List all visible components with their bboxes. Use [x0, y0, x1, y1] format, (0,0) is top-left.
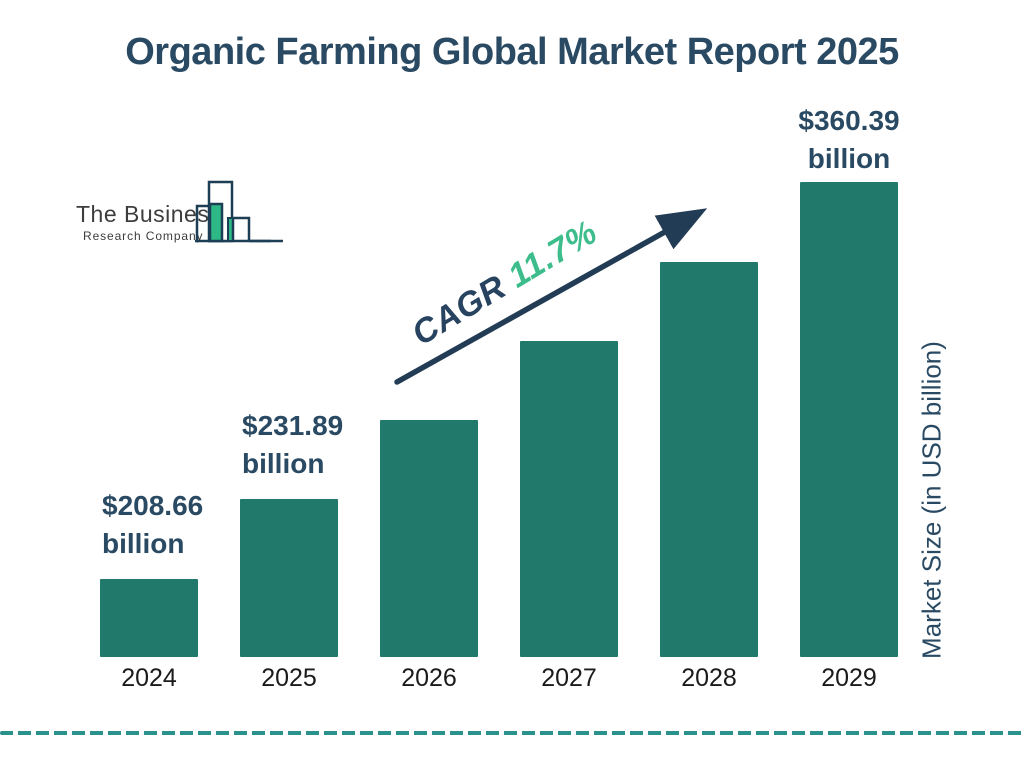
- x-axis-label-2024: 2024: [121, 664, 177, 692]
- bar-value-label-line: billion: [102, 528, 185, 559]
- x-axis-label-2025: 2025: [261, 664, 317, 692]
- bar-2024: [100, 579, 198, 657]
- bar-2026: [380, 420, 478, 657]
- logo-bars-icon: [195, 180, 283, 243]
- bar-value-label-line: billion: [242, 448, 325, 479]
- x-axis-label-2029: 2029: [821, 664, 877, 692]
- bar-value-label-2029: $360.39 billion: [798, 102, 899, 178]
- cagr-annotation: CAGR11.7%: [404, 212, 606, 355]
- x-axis-label-2026: 2026: [401, 664, 457, 692]
- x-axis-label-2027: 2027: [541, 664, 597, 692]
- bar-value-label-line: billion: [807, 143, 891, 174]
- bar-2025: [240, 499, 338, 657]
- bar-2027: [520, 341, 618, 657]
- bar-2028: [660, 262, 758, 657]
- bar-value-label-2024: $208.66 billion: [102, 487, 203, 563]
- chart-title: Organic Farming Global Market Report 202…: [125, 31, 899, 73]
- company-logo: The Business Research Company: [76, 178, 286, 244]
- bar-value-label-2025: $231.89 billion: [242, 407, 343, 483]
- bar-value-label-line: $360.39: [798, 105, 900, 136]
- bar-2029: [800, 182, 898, 657]
- cagr-label: CAGR: [405, 267, 513, 354]
- cagr-value: 11.7%: [501, 213, 604, 296]
- bar-value-label-line: $208.66: [102, 490, 204, 521]
- company-subname: Research Company: [83, 229, 204, 243]
- footer-divider: [0, 731, 1024, 735]
- y-axis-title: Market Size (in USD billion): [916, 341, 947, 659]
- x-axis-label-2028: 2028: [681, 664, 737, 692]
- bar-value-label-line: $231.89: [242, 410, 344, 441]
